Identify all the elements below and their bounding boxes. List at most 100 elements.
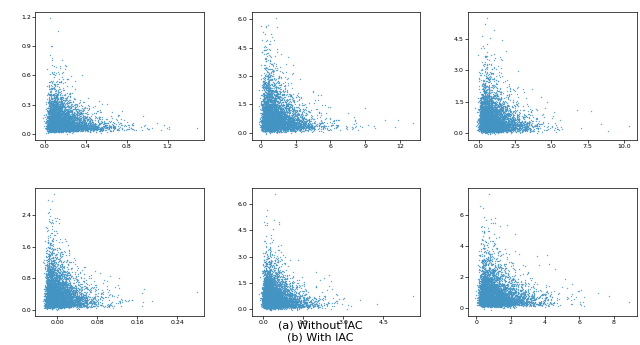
Point	[477, 273, 487, 279]
Point	[488, 123, 499, 129]
Point	[483, 97, 493, 103]
Point	[49, 298, 60, 304]
Point	[266, 124, 276, 130]
Point	[480, 284, 490, 289]
Point	[261, 276, 271, 281]
Point	[492, 127, 502, 132]
Point	[269, 123, 280, 128]
Point	[291, 306, 301, 312]
Point	[490, 287, 500, 293]
Point	[492, 128, 502, 134]
Point	[488, 125, 498, 130]
Point	[52, 92, 62, 98]
Point	[509, 300, 520, 306]
Point	[261, 299, 271, 305]
Point	[260, 110, 270, 115]
Point	[263, 303, 273, 309]
Point	[45, 274, 55, 279]
Point	[46, 277, 56, 282]
Point	[476, 299, 486, 305]
Point	[57, 96, 67, 102]
Point	[498, 300, 508, 306]
Point	[479, 302, 489, 307]
Point	[265, 303, 275, 308]
Point	[492, 270, 502, 275]
Point	[293, 116, 303, 122]
Point	[269, 300, 280, 306]
Point	[272, 115, 282, 120]
Point	[479, 297, 489, 302]
Point	[509, 120, 520, 125]
Point	[270, 124, 280, 129]
Point	[65, 119, 75, 124]
Point	[45, 116, 55, 121]
Point	[268, 303, 278, 308]
Point	[497, 122, 507, 127]
Point	[476, 296, 486, 302]
Point	[307, 89, 317, 95]
Point	[65, 277, 75, 282]
Point	[481, 301, 492, 306]
Point	[53, 259, 63, 265]
Point	[490, 287, 500, 293]
Point	[276, 125, 287, 131]
Point	[260, 282, 270, 287]
Point	[260, 107, 271, 112]
Point	[60, 125, 70, 130]
Point	[287, 117, 298, 122]
Point	[262, 123, 272, 128]
Point	[264, 299, 275, 305]
Point	[51, 295, 61, 300]
Point	[52, 302, 62, 308]
Point	[68, 126, 78, 131]
Point	[136, 125, 146, 130]
Point	[47, 299, 57, 305]
Point	[276, 117, 287, 122]
Point	[54, 76, 64, 81]
Point	[58, 296, 68, 301]
Point	[490, 96, 500, 101]
Point	[478, 287, 488, 293]
Point	[259, 268, 269, 273]
Point	[266, 126, 276, 131]
Point	[482, 120, 492, 126]
Point	[264, 283, 275, 288]
Point	[518, 292, 528, 297]
Point	[261, 299, 271, 305]
Point	[49, 285, 59, 290]
Point	[490, 114, 500, 119]
Point	[77, 126, 88, 132]
Point	[259, 124, 269, 129]
Point	[269, 288, 279, 294]
Point	[492, 279, 502, 285]
Point	[264, 66, 275, 71]
Point	[284, 125, 294, 130]
Point	[579, 295, 589, 300]
Point	[61, 121, 71, 126]
Point	[477, 271, 488, 276]
Point	[479, 126, 490, 131]
Point	[488, 282, 498, 287]
Point	[488, 287, 498, 292]
Point	[280, 125, 290, 130]
Point	[45, 302, 56, 307]
Point	[53, 282, 63, 287]
Point	[263, 119, 273, 125]
Point	[50, 112, 60, 118]
Point	[268, 302, 278, 308]
Point	[482, 109, 492, 115]
Point	[493, 129, 503, 135]
Point	[261, 301, 271, 307]
Point	[43, 300, 53, 305]
Point	[72, 303, 83, 309]
Point	[78, 302, 88, 308]
Point	[285, 115, 295, 120]
Point	[55, 269, 65, 275]
Point	[56, 122, 66, 127]
Point	[268, 287, 278, 292]
Point	[269, 304, 280, 309]
Point	[486, 276, 496, 281]
Point	[266, 120, 276, 126]
Point	[44, 126, 54, 131]
Point	[282, 102, 292, 108]
